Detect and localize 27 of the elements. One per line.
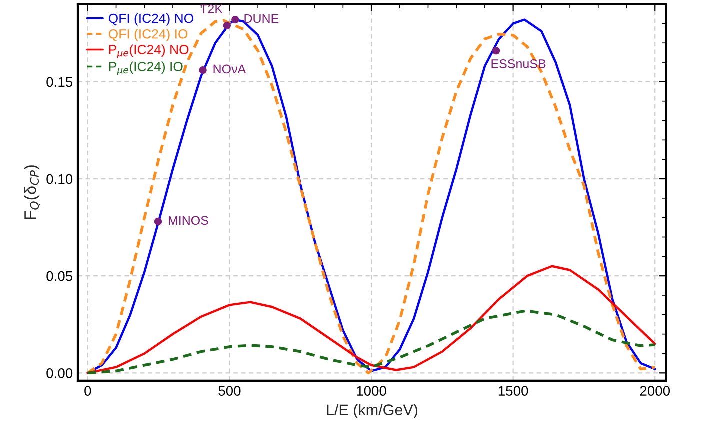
x-tick-label: 0 [84,386,92,396]
annotation: MINOS [168,216,208,226]
legend-label: P$_{μe}$(IC24) NO [109,44,189,58]
x-tick-label: 1500 [498,386,528,396]
annotation: ESSnuSB [492,60,546,68]
x-tick-label: 2000 [640,386,670,396]
y-tick-label: 0.15 [46,77,73,88]
annotation: DUNE [244,14,279,24]
y-tick-label: 0.10 [46,174,73,184]
annotation: NOνA [214,64,246,74]
legend-label: QFI (IC24) IO [108,29,188,42]
x-axis-title: L/E (km/GeV) [327,404,418,419]
legend-label: P$_{μe}$(IC24) IO [109,62,183,76]
x-tick-label: 500 [218,386,241,396]
line-series [86,310,657,375]
point [492,47,500,55]
y-axis-title: F$_{Q}$(δ$_{CP}$) [24,166,40,220]
point [223,22,231,30]
y-tick-label: 0.05 [46,271,73,282]
x-tick-label: 1000 [357,386,386,396]
y-tick-label: 0.00 [46,368,73,378]
point [199,66,207,74]
point [232,16,240,24]
line-series [86,265,656,374]
legend-label: QFI (IC24) NO [108,14,194,26]
annotation: T2K [200,4,223,14]
point [154,218,162,226]
